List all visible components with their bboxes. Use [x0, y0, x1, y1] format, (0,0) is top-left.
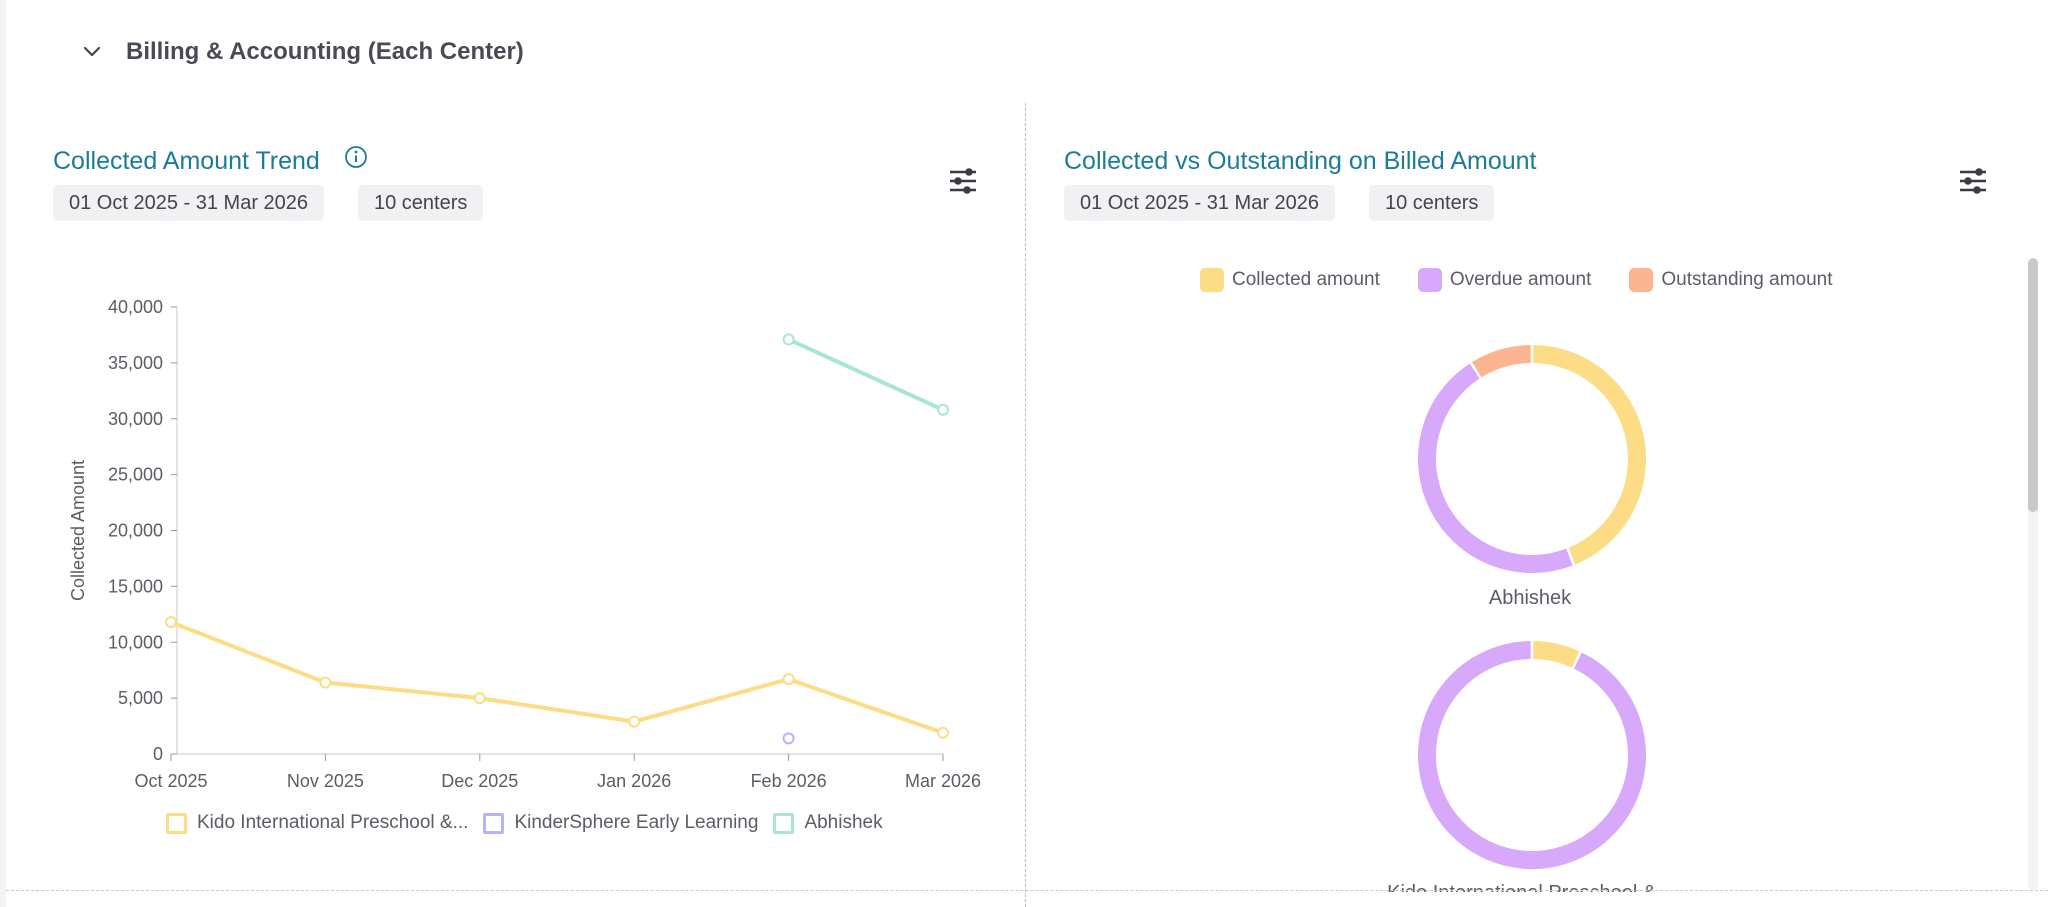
donut-label: Kido International Preschool &...	[1380, 882, 1680, 892]
legend-label: KinderSphere Early Learning	[514, 812, 759, 833]
scrollbar-track[interactable]	[2028, 258, 2038, 890]
chevron-down-icon[interactable]	[78, 38, 106, 66]
x-tick-label: Mar 2026	[905, 771, 981, 791]
donut-slice	[1472, 345, 1532, 378]
left-panel-title: Collected Amount Trend	[53, 147, 320, 175]
y-tick-label: 0	[153, 744, 163, 764]
date-range-chip[interactable]: 01 Oct 2025 - 31 Mar 2026	[53, 185, 325, 221]
data-point	[782, 333, 795, 346]
section-title: Billing & Accounting (Each Center)	[126, 38, 524, 65]
donut-slice	[1533, 345, 1646, 565]
filter-settings-icon[interactable]	[947, 165, 979, 197]
donut-chart-legend: Collected amount Overdue amount Outstandin…	[1200, 268, 1871, 292]
y-tick-label: 5,000	[118, 688, 163, 708]
donut-slice	[1532, 641, 1580, 668]
centers-chip[interactable]: 10 centers	[358, 185, 484, 221]
legend-swatch	[1417, 268, 1442, 292]
line-chart-legend: Kido International Preschool &... KinderS…	[166, 812, 898, 834]
info-icon[interactable]	[343, 144, 369, 170]
legend-label: Abhishek	[804, 812, 883, 833]
legend-label: Overdue amount	[1449, 269, 1592, 290]
series-line	[787, 337, 944, 412]
legend-item[interactable]: Overdue amount	[1417, 268, 1592, 292]
y-tick-label: 40,000	[108, 297, 163, 317]
y-tick-label: 10,000	[108, 632, 163, 652]
y-axis-label: Collected Amount	[68, 460, 88, 601]
section-divider	[6, 890, 2048, 891]
y-tick-label: 35,000	[108, 353, 163, 373]
legend-swatch	[1200, 268, 1224, 292]
x-tick-label: Feb 2026	[751, 771, 827, 791]
date-range-chip[interactable]: 01 Oct 2025 - 31 Mar 2026	[1064, 185, 1336, 221]
donut-label: Abhishek	[1488, 587, 1572, 609]
x-tick-label: Oct 2025	[134, 771, 207, 791]
billing-card: Billing & Accounting (Each Center) Colle…	[6, 0, 2048, 907]
donut-slice	[1418, 641, 1646, 869]
centers-chip[interactable]: 10 centers	[1369, 185, 1495, 221]
right-panel-title: Collected vs Outstanding on Billed Amoun…	[1064, 147, 1537, 175]
legend-swatch	[483, 812, 505, 834]
data-point	[782, 673, 795, 686]
x-tick-label: Jan 2026	[597, 771, 671, 791]
collected-amount-line-chart: 0 5,000 10,000 15,000 20,000 25,000 30,000 35,0…	[68, 297, 981, 791]
panel-divider	[1025, 103, 1026, 907]
y-tick-label: 15,000	[108, 576, 163, 596]
y-tick-label: 20,000	[108, 521, 163, 541]
y-tick-label: 30,000	[108, 409, 163, 429]
data-point	[473, 692, 486, 705]
data-point	[165, 616, 177, 629]
legend-swatch	[1629, 268, 1654, 292]
legend-item[interactable]: Outstanding amount	[1629, 268, 1833, 292]
legend-item[interactable]: Abhishek	[773, 812, 883, 834]
data-point	[937, 726, 949, 739]
data-point	[628, 715, 641, 728]
series-line	[170, 620, 944, 735]
section-header[interactable]: Billing & Accounting (Each Center)	[78, 34, 524, 70]
legend-swatch	[773, 812, 795, 834]
x-tick-label: Dec 2025	[441, 771, 518, 791]
scrollbar-thumb[interactable]	[2028, 258, 2038, 512]
x-tick-label: Nov 2025	[287, 771, 364, 791]
legend-item[interactable]: Kido International Preschool &...	[166, 812, 468, 834]
data-point	[937, 403, 949, 416]
data-point	[782, 732, 795, 745]
legend-label: Kido International Preschool &...	[197, 812, 469, 833]
legend-swatch	[166, 812, 187, 834]
legend-label: Outstanding amount	[1661, 269, 1833, 290]
legend-label: Collected amount	[1232, 269, 1380, 290]
y-tick-label: 25,000	[108, 465, 163, 485]
legend-item[interactable]: Collected amount	[1200, 268, 1380, 292]
filter-settings-icon[interactable]	[1957, 165, 1989, 197]
data-point	[319, 676, 332, 689]
legend-item[interactable]: KinderSphere Early Learning	[483, 812, 758, 834]
donut-slice	[1418, 363, 1573, 573]
